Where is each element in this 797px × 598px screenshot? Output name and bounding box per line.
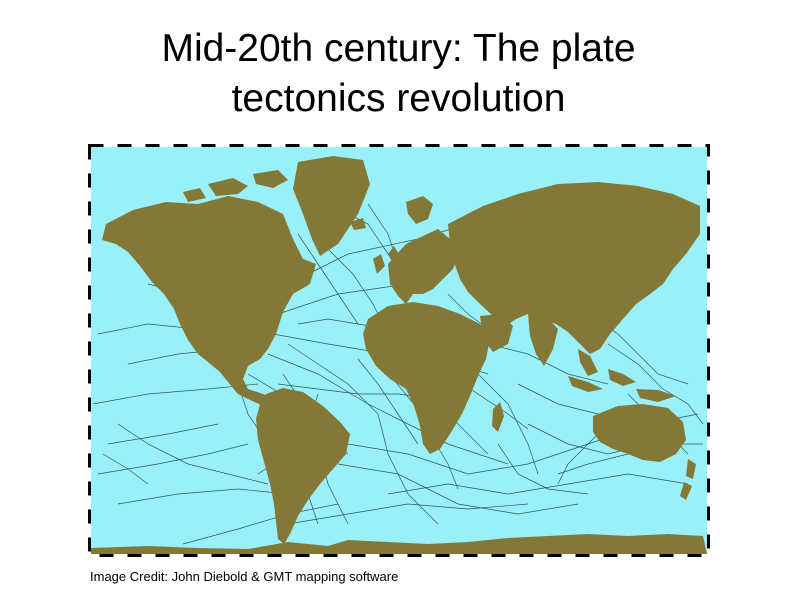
antarctica — [91, 534, 707, 554]
australia — [593, 404, 686, 462]
continents — [91, 156, 707, 554]
asia — [448, 182, 700, 354]
europe — [388, 229, 460, 304]
africa — [363, 302, 490, 454]
north-america — [102, 196, 316, 408]
south-america — [256, 388, 350, 544]
greenland — [293, 156, 370, 256]
image-credit: Image Credit: John Diebold & GMT mapping… — [90, 569, 399, 584]
world-map — [88, 144, 710, 557]
slide-title-line-2: tectonics revolution — [231, 77, 566, 120]
ship-tracks — [92, 203, 704, 545]
map-border-dashed — [88, 144, 710, 557]
slide-title: Mid-20th century: The plate tectonics re… — [0, 24, 797, 124]
slide-title-line-1: Mid-20th century: The plate — [161, 27, 636, 70]
